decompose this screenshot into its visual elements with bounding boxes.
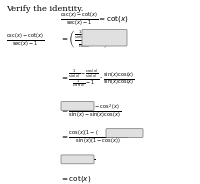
Text: $= \cot(x)$: $= \cot(x)$ xyxy=(60,174,91,184)
Text: $= \frac{\quad\quad\quad\quad\quad - \cos^2(x)}{\sin(x) - \sin(x)\cos(x)}$: $= \frac{\quad\quad\quad\quad\quad - \co… xyxy=(60,103,121,120)
FancyBboxPatch shape xyxy=(61,102,94,110)
Text: $\frac{\csc(x) - \cot(x)}{\sec(x) - 1} = \cot(x)$: $\frac{\csc(x) - \cot(x)}{\sec(x) - 1} =… xyxy=(60,12,129,28)
Text: Verify the identity.: Verify the identity. xyxy=(6,5,83,13)
Text: $\frac{\csc(x) - \cot(x)}{\sec(x) - 1}$: $\frac{\csc(x) - \cot(x)}{\sec(x) - 1}$ xyxy=(6,33,44,49)
Text: $= \frac{\quad\quad\quad\quad\quad}{\sin(x)}$: $= \frac{\quad\quad\quad\quad\quad}{\sin… xyxy=(60,156,96,167)
Text: $= \frac{\frac{1}{\sin(x)} - \frac{\cos(x)}{\sin(x)}}{\frac{1}{\cos(x)} - 1} \cd: $= \frac{\frac{1}{\sin(x)} - \frac{\cos(… xyxy=(60,68,135,89)
FancyBboxPatch shape xyxy=(82,29,127,46)
Text: $= \left(\frac{\frac{1}{\sin(x)} - \frac{\cos(x)}{\sin(x)}}{\frac{1}{\cos(x)} - : $= \left(\frac{\frac{1}{\sin(x)} - \frac… xyxy=(60,29,124,51)
Text: $= \frac{\cos(x)\!\left(1 - \left(\quad\quad\quad\quad\quad\right)\right)}{\sin(: $= \frac{\cos(x)\!\left(1 - \left(\quad\… xyxy=(60,130,128,146)
FancyBboxPatch shape xyxy=(61,155,94,164)
FancyBboxPatch shape xyxy=(106,129,143,137)
